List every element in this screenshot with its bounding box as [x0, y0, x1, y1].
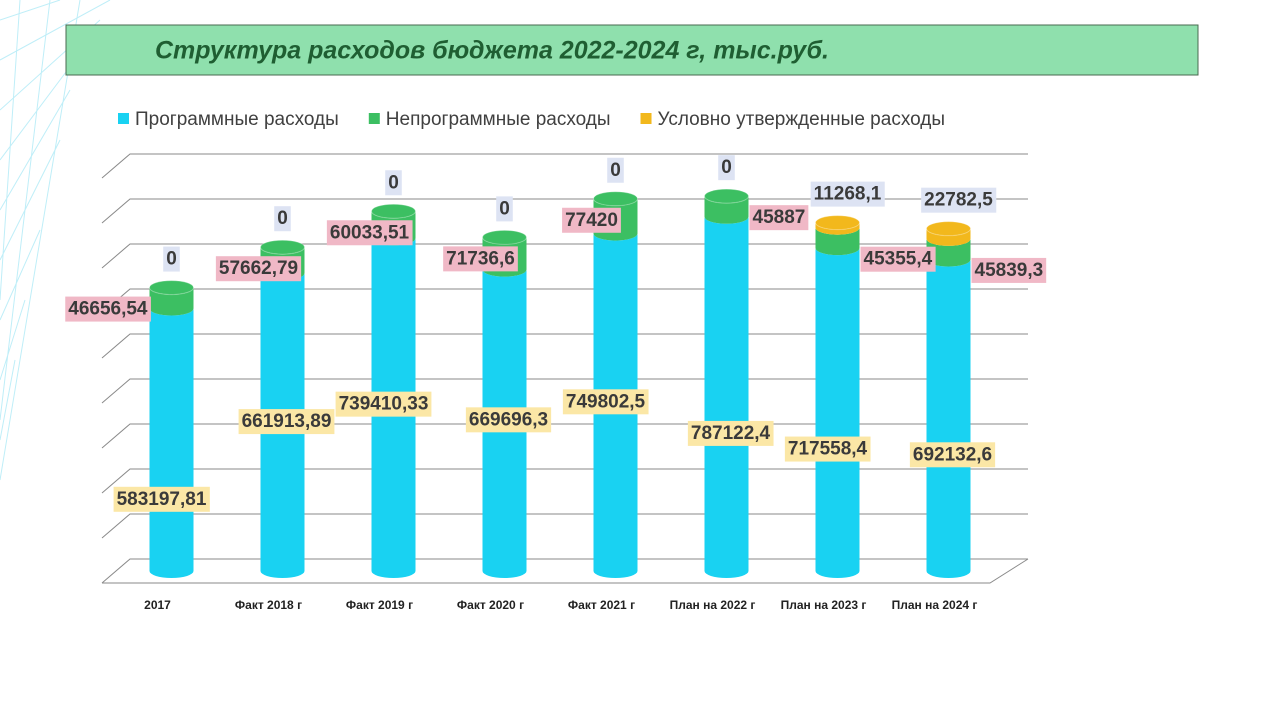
data-label-box: [971, 257, 1047, 283]
data-label: 45355,4: [864, 249, 933, 270]
legend-label: Непрограммные расходы: [386, 109, 611, 130]
data-label-box: [65, 296, 151, 322]
data-label-box: [335, 391, 432, 417]
data-label: 0: [277, 208, 288, 229]
data-label-box: [909, 442, 996, 468]
title-box: [65, 24, 1199, 76]
data-label-box: [274, 206, 291, 232]
data-label: 60033,51: [330, 222, 410, 243]
data-label: 22782,5: [924, 190, 993, 211]
bar-segment: [815, 227, 860, 256]
x-tick-label: План на 2023 г: [781, 598, 867, 612]
legend-swatch: [640, 113, 652, 124]
x-axis-floor: [102, 558, 1029, 584]
x-tick-label: План на 2024 г: [892, 598, 978, 612]
legend-label: Условно утвержденные расходы: [658, 109, 945, 130]
chart-title: Структура расходов бюджета 2022-2024 г, …: [155, 37, 829, 65]
data-label: 45887: [753, 207, 806, 228]
data-label: 45839,3: [975, 260, 1044, 281]
grid-line: [101, 558, 1028, 584]
data-label-box: [860, 246, 936, 272]
cylinder-top: [593, 191, 638, 207]
cylinder-top: [149, 280, 194, 296]
grid-line: [101, 288, 1028, 314]
data-label-box: [687, 420, 774, 446]
x-tick-label: Факт 2019 г: [346, 598, 413, 612]
cylinder-top: [260, 239, 305, 255]
data-label: 0: [388, 172, 399, 193]
data-label-box: [496, 196, 513, 222]
bar-segment: [815, 222, 860, 235]
data-label: 692132,6: [913, 444, 992, 465]
data-label-box: [443, 246, 518, 272]
grid-line: [101, 468, 1028, 494]
bar-segment: [704, 216, 749, 579]
data-label: 71736,6: [446, 248, 515, 269]
cylinder-top: [815, 215, 860, 231]
x-tick-label: Факт 2018 г: [235, 598, 302, 612]
data-label-box: [810, 181, 885, 207]
data-label: 0: [499, 198, 510, 219]
data-label: 739410,33: [339, 394, 429, 415]
data-label-box: [718, 155, 735, 181]
data-label-box: [749, 205, 809, 231]
data-label-box: [607, 157, 624, 183]
cylinder-top: [704, 188, 749, 204]
legend-swatch: [368, 113, 380, 124]
bar-segment: [149, 308, 194, 579]
cylinder-top: [371, 203, 416, 219]
data-label-box: [562, 207, 621, 233]
grid-line: [101, 153, 1028, 179]
x-tick-label: Факт 2021 г: [568, 598, 635, 612]
bar-segment: [926, 259, 971, 579]
x-tick-label: Факт 2020 г: [457, 598, 524, 612]
x-tick-label: План на 2022 г: [670, 598, 756, 612]
data-label-box: [921, 187, 997, 213]
labels: 2017 583197,81 46656,54 0 Факт 2018 г 661913,…: [65, 155, 1047, 612]
legend-label: Программные расходы: [135, 109, 339, 130]
background-lines: [0, 0, 111, 481]
data-label-box: [113, 486, 210, 512]
data-label: 669696,3: [469, 409, 548, 430]
bar-segment: [704, 196, 749, 224]
bar-segment: [149, 287, 194, 316]
bar-segment: [926, 238, 971, 267]
data-label: 583197,81: [117, 489, 207, 510]
data-label: 787122,4: [691, 423, 771, 444]
data-label: 77420: [565, 210, 618, 231]
data-label-box: [562, 389, 649, 415]
data-label: 11268,1: [814, 184, 882, 205]
cylinder-top: [482, 229, 527, 245]
data-label: 57662,79: [219, 258, 298, 279]
data-label-box: [385, 170, 402, 196]
grid-line: [101, 333, 1028, 359]
data-label-box: [163, 246, 180, 272]
data-label: 0: [721, 157, 732, 178]
bar-segment: [815, 248, 860, 579]
data-label-box: [215, 256, 302, 282]
data-label: 0: [610, 160, 621, 181]
data-label-box: [784, 436, 871, 462]
data-label: 46656,54: [68, 299, 148, 320]
bars: [149, 188, 971, 579]
bar-segment: [926, 228, 971, 246]
legend: Программные расходы Непрограммные расходы…: [118, 109, 945, 130]
x-tick-label: 2017: [144, 598, 171, 612]
data-label-box: [238, 409, 335, 435]
data-label: 749802,5: [566, 391, 646, 412]
cylinder-top: [926, 221, 971, 237]
data-label: 717558,4: [788, 439, 868, 460]
data-label: 661913,89: [242, 411, 332, 432]
data-label-box: [465, 407, 552, 433]
data-label: 0: [166, 249, 177, 270]
legend-swatch: [118, 113, 129, 124]
grid-line: [101, 513, 1028, 539]
data-label-box: [326, 220, 413, 246]
